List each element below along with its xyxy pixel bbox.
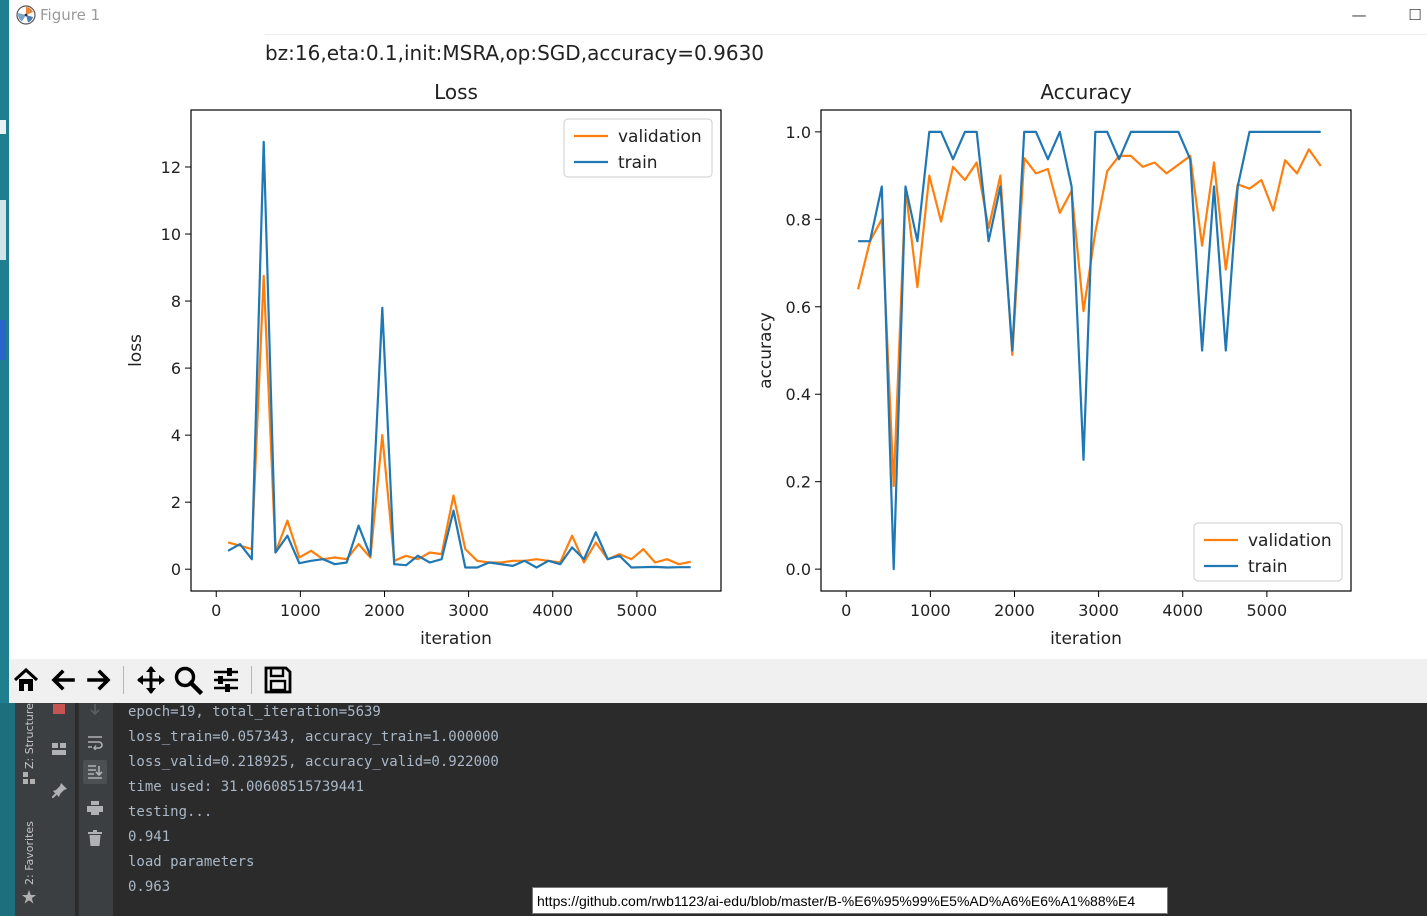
pin-icon[interactable]	[51, 781, 69, 799]
stop-icon[interactable]	[52, 703, 66, 715]
x-tick-label: 3000	[1078, 601, 1119, 620]
x-axis-label: iteration	[1050, 629, 1122, 649]
x-tick-label: 2000	[994, 601, 1035, 620]
x-tick-label: 4000	[1162, 601, 1203, 620]
y-axis-label: loss	[126, 334, 146, 367]
desktop-icon-fragment	[0, 320, 6, 360]
plot-frame	[190, 109, 722, 592]
series-line-validation	[227, 274, 691, 566]
plot-frame	[820, 109, 1352, 592]
url-tooltip: https://github.com/rwb1123/ai-edu/blob/m…	[532, 887, 1168, 914]
console-line: testing...	[128, 804, 213, 820]
x-tick-label: 5000	[617, 601, 658, 620]
console-line: 0.963	[128, 879, 171, 895]
y-tick-label: 0.4	[786, 385, 811, 404]
zoom-button[interactable]	[171, 663, 205, 697]
forward-button[interactable]	[82, 663, 116, 697]
console-line: loss_valid=0.218925, accuracy_valid=0.92…	[128, 754, 499, 770]
legend-label: train	[618, 153, 658, 173]
loss-chart: Loss 0 1000 2000 3000 4000 5000 0 2 4 6 8 10 12 iterat…	[126, 80, 722, 649]
y-tick-label: 12	[161, 158, 181, 177]
accuracy-chart: Accuracy 0 1000 2000 3000 4000 5000 0.0 0.2 0.4 0.…	[756, 80, 1352, 649]
figure-toolbar	[9, 659, 1427, 703]
move-icon	[137, 666, 165, 694]
x-tick-label: 2000	[364, 601, 405, 620]
x-tick-label: 4000	[532, 601, 573, 620]
toolbar-separator	[123, 666, 124, 694]
configure-subplots-button[interactable]	[209, 663, 243, 697]
arrow-left-icon	[51, 669, 75, 691]
y-axis-label: accuracy	[756, 312, 776, 389]
scroll-to-end-icon[interactable]	[83, 760, 107, 784]
x-tick-label: 1000	[280, 601, 321, 620]
y-tick-label: 6	[171, 359, 181, 378]
console-line: load parameters	[128, 854, 255, 870]
toolbar-separator	[251, 666, 252, 694]
console-line: time used: 31.00608515739441	[128, 779, 365, 795]
y-tick-label: 1.0	[786, 123, 811, 142]
figure-suptitle: bz:16,eta:0.1,init:MSRA,op:SGD,accuracy=…	[264, 41, 765, 65]
favorites-tab[interactable]: 2: Favorites	[23, 821, 36, 885]
soft-wrap-icon[interactable]	[86, 733, 104, 751]
y-tick-label: 2	[171, 493, 181, 512]
trash-icon[interactable]	[86, 829, 104, 847]
floppy-disk-icon	[264, 666, 292, 694]
chart-title: Loss	[434, 80, 478, 104]
chart-title: Accuracy	[1040, 80, 1131, 104]
sliders-icon	[214, 668, 238, 692]
x-axis-label: iteration	[420, 629, 492, 649]
ide-run-toolbar	[44, 703, 75, 916]
y-tick-label: 10	[161, 225, 181, 244]
home-icon	[13, 667, 39, 691]
console-output[interactable]: epoch=19, total_iteration=5639 loss_trai…	[128, 700, 499, 900]
x-tick-label: 5000	[1247, 601, 1288, 620]
y-tick-label: 8	[171, 292, 181, 311]
desktop-icon-fragment	[0, 120, 6, 134]
matplotlib-logo-icon	[16, 5, 36, 25]
desktop-background	[0, 0, 9, 916]
figure-window: Figure 1 — ☐ bz:16,eta:0.1,init:MSRA,op:…	[9, 0, 1427, 703]
window-titlebar[interactable]: Figure 1 — ☐	[9, 0, 1427, 32]
ide-side-tab-bar: Z: Structure 2: Favorites	[15, 703, 45, 916]
y-tick-label: 0.2	[786, 473, 811, 492]
home-button[interactable]	[9, 663, 43, 697]
print-icon[interactable]	[86, 799, 104, 817]
x-tick-label: 1000	[910, 601, 951, 620]
series-line-train	[858, 130, 1321, 571]
structure-tab[interactable]: Z: Structure	[23, 703, 36, 769]
y-tick-label: 4	[171, 426, 181, 445]
pan-button[interactable]	[134, 663, 168, 697]
ide-console-toolbar	[78, 703, 113, 916]
structure-icon	[22, 771, 36, 785]
maximize-button[interactable]: ☐	[1408, 6, 1422, 24]
x-tick-label: 0	[211, 601, 221, 620]
console-line: epoch=19, total_iteration=5639	[128, 704, 381, 720]
console-line: 0.941	[128, 829, 171, 845]
title-divider	[265, 34, 1427, 35]
ide-run-panel: Z: Structure 2: Favorites	[0, 703, 1427, 916]
console-line: loss_train=0.057343, accuracy_train=1.00…	[128, 729, 499, 745]
minimize-button[interactable]: —	[1351, 6, 1367, 24]
y-tick-label: 0	[171, 560, 181, 579]
magnifier-icon	[174, 666, 203, 695]
window-title: Figure 1	[40, 6, 101, 24]
desktop-background	[0, 703, 15, 916]
arrow-down-icon[interactable]	[87, 703, 103, 717]
y-tick-label: 0.0	[786, 560, 811, 579]
star-icon	[21, 889, 37, 905]
save-figure-button[interactable]	[261, 663, 295, 697]
x-tick-label: 3000	[448, 601, 489, 620]
legend-label: train	[1248, 557, 1288, 577]
series-line-train	[227, 140, 691, 569]
x-tick-label: 0	[841, 601, 851, 620]
layout-icon[interactable]	[51, 741, 67, 757]
y-tick-label: 0.6	[786, 298, 811, 317]
legend-label: validation	[618, 127, 702, 147]
y-tick-label: 0.8	[786, 210, 811, 229]
arrow-right-icon	[87, 669, 111, 691]
back-button[interactable]	[46, 663, 80, 697]
desktop-icon-fragment	[0, 200, 6, 260]
legend-label: validation	[1248, 531, 1332, 551]
